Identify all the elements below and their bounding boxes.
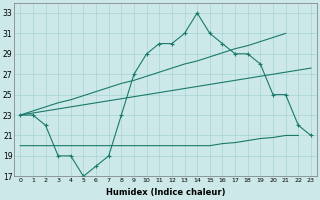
X-axis label: Humidex (Indice chaleur): Humidex (Indice chaleur)	[106, 188, 225, 197]
